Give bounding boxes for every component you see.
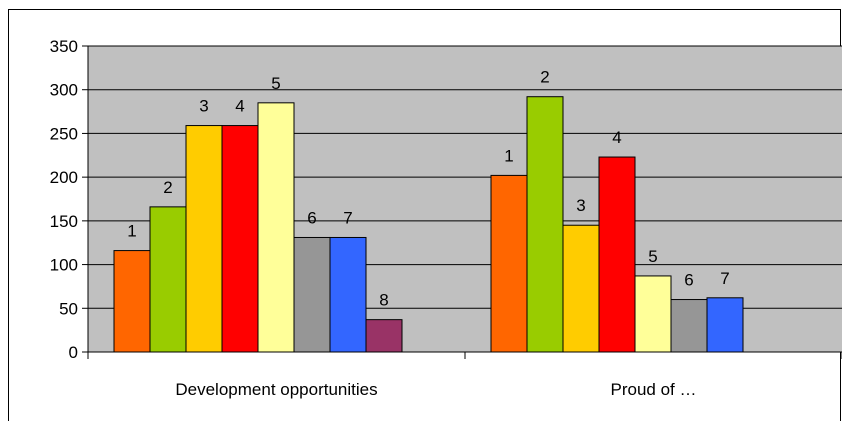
bar-label: 7 xyxy=(343,208,352,227)
bar xyxy=(257,102,295,353)
bar xyxy=(293,236,331,353)
bar-label: 4 xyxy=(612,128,621,147)
bar xyxy=(706,297,744,353)
bar xyxy=(670,299,708,353)
y-tick-label: 0 xyxy=(69,343,78,362)
bar-label: 5 xyxy=(271,74,280,93)
y-tick-label: 200 xyxy=(50,168,78,187)
bar-label: 1 xyxy=(504,146,513,165)
bar xyxy=(490,174,528,353)
bar-label: 5 xyxy=(648,247,657,266)
x-tick-label: Proud of … xyxy=(611,380,697,399)
x-tick-labels: Development opportunities Proud of … xyxy=(175,380,696,399)
y-tick-label: 250 xyxy=(50,124,78,143)
bar xyxy=(634,275,672,353)
bar xyxy=(365,319,403,353)
bar xyxy=(562,224,600,353)
chart-frame: 1 2 3 4 5 6 7 8 1 2 3 4 5 6 7 0 50 100 150 200 250 300 350 De… xyxy=(8,9,842,421)
bar-label: 6 xyxy=(307,208,316,227)
x-tick-label: Development opportunities xyxy=(175,380,377,399)
y-tick-labels: 0 50 100 150 200 250 300 350 xyxy=(50,37,78,362)
y-tick-label: 100 xyxy=(50,256,78,275)
bar xyxy=(221,125,259,353)
bar xyxy=(598,156,636,353)
bar-label: 4 xyxy=(235,97,244,116)
y-tick-label: 350 xyxy=(50,37,78,56)
bar-label: 8 xyxy=(379,291,388,310)
bar-label: 3 xyxy=(199,97,208,116)
y-tick-label: 300 xyxy=(50,81,78,100)
bar-label: 2 xyxy=(163,178,172,197)
bar xyxy=(185,125,223,353)
bar-label: 6 xyxy=(684,271,693,290)
bar-label: 3 xyxy=(576,196,585,215)
bar-chart: 1 2 3 4 5 6 7 8 1 2 3 4 5 6 7 0 50 100 150 200 250 300 350 De… xyxy=(50,37,842,399)
y-tick-label: 50 xyxy=(59,299,78,318)
bar-label: 1 xyxy=(127,222,136,241)
bar-label: 2 xyxy=(540,68,549,87)
bar xyxy=(526,96,564,353)
axes xyxy=(82,45,842,359)
bar-label: 7 xyxy=(720,269,729,288)
bar xyxy=(149,206,187,353)
y-tick-label: 150 xyxy=(50,212,78,231)
bar xyxy=(329,236,367,353)
bar xyxy=(113,250,151,353)
bar-labels: 1 2 3 4 5 6 7 8 1 2 3 4 5 6 7 xyxy=(127,68,729,310)
